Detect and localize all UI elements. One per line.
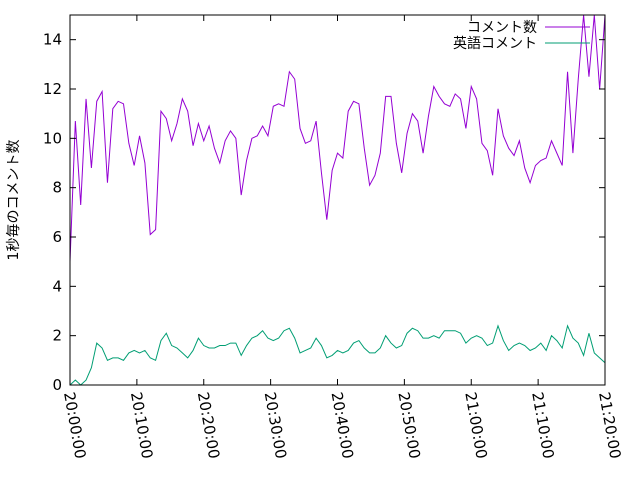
y-tick-label: 0 [52,376,62,394]
plot-frame [69,14,606,386]
x-tick-label: 21:10:00 [528,391,557,460]
plot-lines [69,14,606,386]
y-tick-label: 8 [52,179,62,197]
x-tick-label: 21:20:00 [595,391,624,460]
x-tick-label: 21:00:00 [461,391,490,460]
x-tick-label: 20:40:00 [328,391,357,460]
y-tick-label: 10 [43,129,62,147]
x-tick-label: 20:10:00 [127,391,156,460]
y-axis: 0 2 4 6 8 10 12 14 [43,31,605,394]
x-tick-label: 20:30:00 [261,391,290,460]
y-tick-label: 14 [43,31,62,49]
series-line-1 [69,14,606,262]
y-tick-label: 2 [52,327,62,345]
x-tick-label: 20:50:00 [394,391,423,460]
legend-entry-label: コメント数 [467,20,537,36]
y-tick-label: 4 [52,277,62,295]
x-tick-label: 20:00:00 [60,391,89,460]
y-axis-title: 1秒毎のコメント数 [6,140,22,261]
x-tick-label: 20:20:00 [194,391,223,460]
x-axis: 20:00:00 20:10:00 20:20:00 20:30:00 20:40:00… [60,15,624,460]
y-tick-label: 12 [43,80,62,98]
series-line-2 [69,324,606,386]
y-tick-label: 6 [52,228,62,246]
legend-entry-label: 英語コメント [453,35,537,52]
